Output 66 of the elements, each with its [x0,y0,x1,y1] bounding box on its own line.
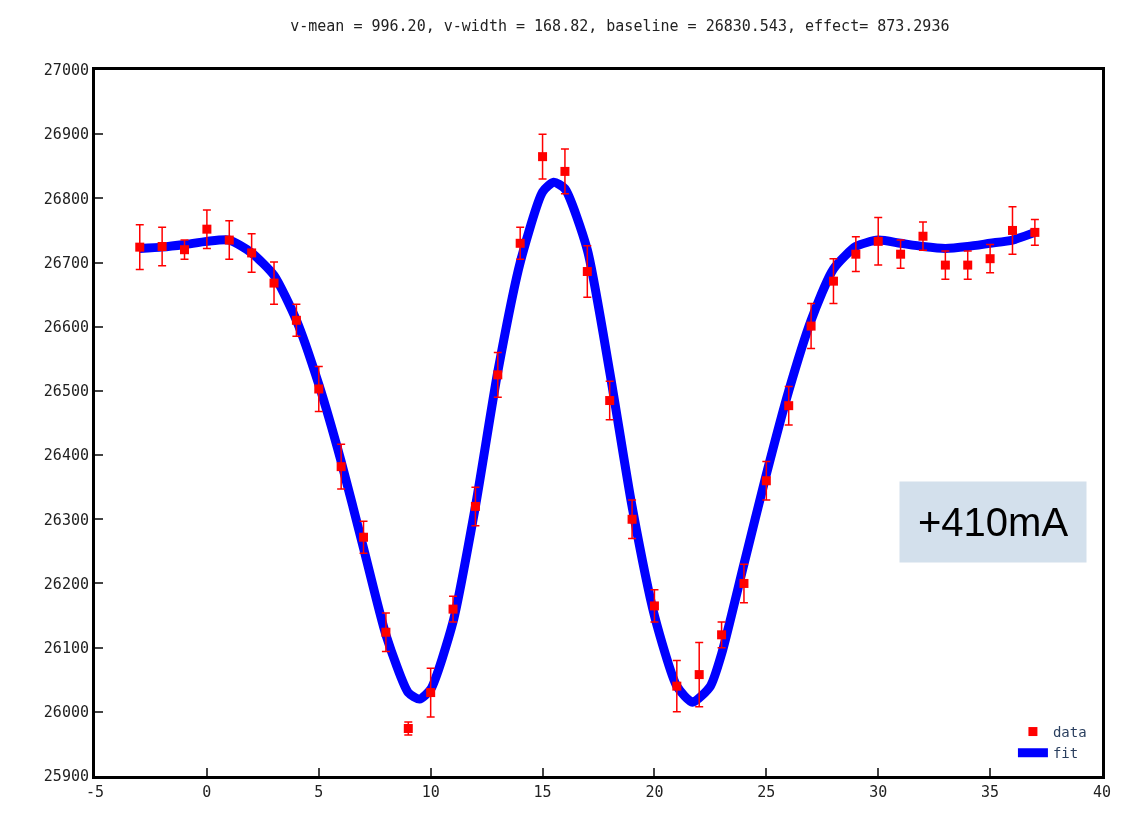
point [672,681,682,691]
point [784,401,794,411]
point [180,245,190,255]
point [493,370,503,380]
point [963,260,973,270]
annotation: +410mA [918,500,1069,544]
y-tick-label: 26600 [43,317,89,336]
point [985,254,995,264]
point [582,267,592,277]
point [336,462,346,472]
point [851,249,861,259]
x-tick-label: 20 [645,783,664,801]
point [291,315,301,325]
point [694,670,704,680]
point [426,688,436,698]
y-tick-label: 26300 [43,510,89,529]
point [828,276,838,286]
y-tick-label: 26400 [43,446,89,465]
y-tick-label: 26100 [43,638,89,657]
point [224,235,234,245]
y-tick-label: 26800 [43,189,89,208]
point [202,224,212,234]
point [896,249,906,259]
point [269,278,279,288]
chart-title: v-mean = 996.20, v-width = 168.82, baseline = 26830.543, effect= 873.2936 [290,17,950,36]
y-tick-label: 26700 [43,253,89,272]
point [627,514,637,524]
point [873,236,883,246]
point [157,242,167,251]
point [739,578,749,588]
point [448,604,458,614]
point [135,242,145,252]
point [649,601,659,611]
point [247,248,257,258]
point [381,627,391,637]
y-tick-label: 26500 [43,382,89,401]
point [538,152,548,162]
x-tick-label: 5 [314,783,324,801]
x-tick-label: 35 [981,783,1000,801]
point [359,532,369,542]
point [806,321,816,331]
legend-label: data [1052,724,1087,740]
point [1007,225,1017,235]
x-tick-label: 30 [869,783,888,801]
x-tick-label: 0 [202,783,212,801]
point [470,501,480,511]
point [717,630,727,640]
y-tick-label: 26000 [43,703,89,722]
point [940,260,950,270]
point [918,231,928,241]
x-tick-label: 15 [533,783,552,801]
legend-label: fit [1052,745,1079,762]
y-tick-label: 26200 [43,574,89,593]
x-tick-label: -5 [85,783,105,801]
point [1030,227,1040,237]
x-tick-label: 10 [421,783,440,801]
point [515,238,525,248]
x-tick-label: 40 [1092,783,1112,801]
point [314,384,324,394]
y-tick-label: 25900 [43,767,89,786]
x-tick-label: 25 [757,783,776,801]
y-tick-label: 26900 [43,125,89,144]
point [560,166,570,176]
y-tick-label: 27000 [43,61,89,80]
point [605,396,615,406]
point [761,476,771,486]
